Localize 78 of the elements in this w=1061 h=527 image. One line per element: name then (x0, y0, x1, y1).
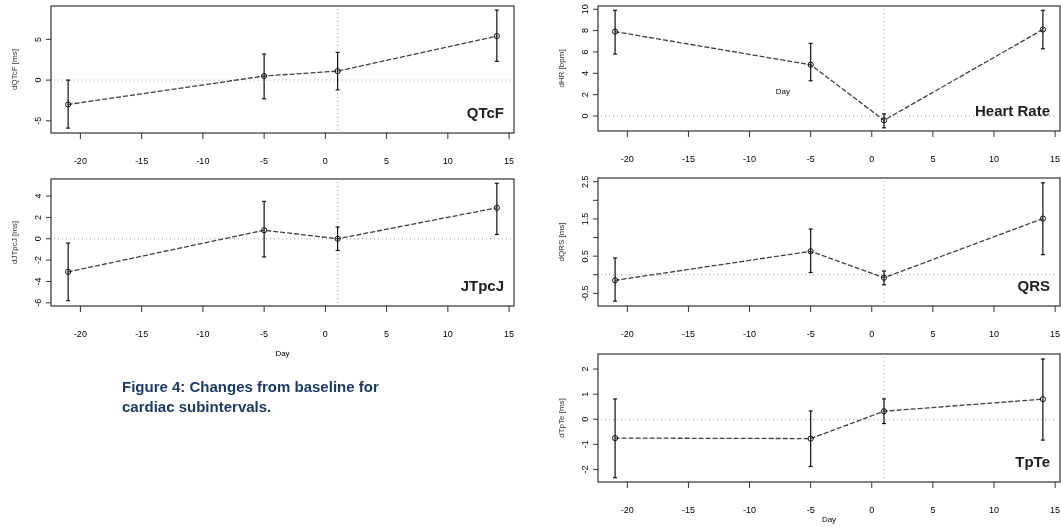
y-tick-label: 6 (580, 49, 590, 55)
y-tick-label: -1 (580, 440, 590, 449)
x-tick-label: 5 (930, 329, 936, 339)
y-tick-label: -6 (33, 298, 43, 307)
y-tick-label: 1 (580, 391, 590, 397)
x-tick-label: -10 (743, 329, 757, 339)
x-tick-label: 15 (504, 329, 515, 339)
x-tick-label: -10 (743, 154, 757, 164)
x-tick-label: 5 (930, 154, 936, 164)
x-tick-label: -15 (135, 156, 149, 166)
x-tick-label: 10 (442, 156, 453, 166)
x-tick-label: -5 (260, 329, 269, 339)
x-tick-label: -20 (620, 154, 634, 164)
y-axis-title: dTpTe [ms] (557, 398, 566, 438)
x-tick-label: 15 (1050, 329, 1061, 339)
y-tick-label: 8 (580, 28, 590, 34)
x-axis-title: Day (775, 86, 790, 96)
x-axis-title: Day (821, 515, 837, 524)
x-tick-label: -15 (135, 329, 149, 339)
y-tick-label: -4 (33, 277, 43, 286)
y-tick-label: 2 (580, 92, 590, 98)
x-tick-label: 15 (504, 156, 515, 166)
x-tick-label: 0 (869, 154, 875, 164)
x-tick-label: -20 (73, 156, 87, 166)
x-tick-label: -10 (196, 329, 210, 339)
x-tick-label: 5 (930, 505, 936, 515)
x-tick-label: -20 (73, 329, 87, 339)
y-tick-label: 0.5 (580, 249, 590, 263)
x-axis-title: Day (275, 349, 290, 358)
x-tick-label: 0 (869, 329, 875, 339)
x-tick-label: -15 (681, 154, 695, 164)
text: JTpcJ (460, 277, 504, 294)
y-axis-title: dJTpcJ [ms] (10, 220, 19, 265)
text: TpTe (1015, 453, 1050, 470)
y-tick-label: -5 (33, 116, 43, 125)
y-tick-label: 0 (580, 113, 590, 119)
x-tick-label: 0 (322, 329, 328, 339)
x-tick-label: 15 (1050, 505, 1061, 515)
y-tick-label: 2 (580, 366, 590, 372)
y-tick-label: 0 (580, 416, 590, 422)
x-tick-label: -20 (620, 505, 634, 515)
y-axis-title: dQTcF [ms] (10, 49, 19, 90)
text: QTcF (466, 104, 504, 121)
y-tick-label: 10 (580, 4, 590, 15)
x-tick-label: 5 (384, 329, 390, 339)
x-tick-label: 10 (988, 505, 1000, 515)
y-tick-label: 5 (33, 36, 43, 42)
y-tick-label: -2 (580, 465, 590, 474)
y-tick-label: 0 (33, 77, 43, 83)
x-tick-label: 0 (869, 505, 875, 515)
x-tick-label: 5 (384, 156, 390, 166)
y-axis-title: dHR [bpm] (557, 49, 566, 88)
x-tick-label: -10 (196, 156, 210, 166)
x-tick-label: 10 (442, 329, 453, 339)
y-tick-label: 0 (33, 236, 43, 242)
y-tick-label: 2 (33, 214, 43, 220)
x-tick-label: 0 (322, 156, 328, 166)
x-tick-label: 15 (1050, 154, 1061, 164)
y-tick-label: 4 (33, 193, 43, 199)
x-tick-label: 10 (988, 329, 1000, 339)
y-tick-label: 2.5 (580, 175, 590, 188)
x-tick-label: -5 (260, 156, 269, 166)
x-tick-label: -5 (806, 505, 815, 515)
y-tick-label: 1.5 (580, 212, 590, 226)
y-tick-label: -0.5 (580, 285, 590, 302)
x-tick-label: 10 (988, 154, 1000, 164)
x-tick-label: -15 (681, 329, 695, 339)
x-tick-label: -20 (620, 329, 634, 339)
x-tick-label: -5 (806, 329, 815, 339)
y-axis-title: dQRS [ms] (557, 222, 566, 262)
x-tick-label: -5 (806, 154, 815, 164)
y-tick-label: 4 (580, 70, 590, 76)
text: Heart Rate (974, 102, 1050, 119)
x-tick-label: -15 (681, 505, 695, 515)
y-tick-label: -2 (33, 256, 43, 265)
text: Figure 4: Changes from baseline for cardiac subintervals. (122, 378, 379, 415)
text: QRS (1017, 277, 1050, 294)
x-tick-label: -10 (743, 505, 757, 515)
